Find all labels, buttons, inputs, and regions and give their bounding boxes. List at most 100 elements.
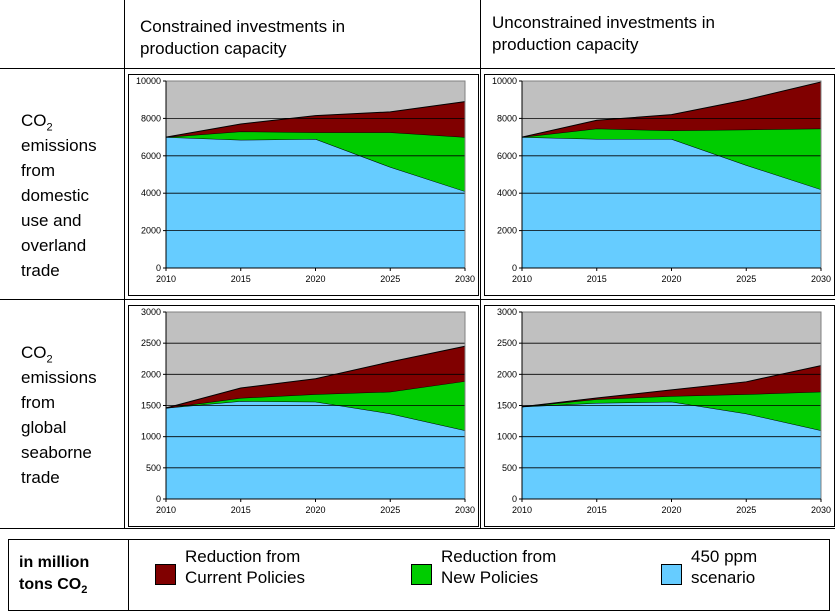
chart-domestic-constrained: 0 2000 4000 6000 8000 10000 2010 2015 2020 2025 20…: [128, 74, 479, 296]
y-tick-label: 3000: [497, 307, 517, 317]
area-chart: 0 500 1000 1500 2000 2500 3000 2010 2015 2020 2025…: [484, 305, 835, 527]
x-tick-label: 2015: [587, 505, 607, 515]
y-tick-label: 10000: [492, 76, 517, 86]
unit-line1: in million: [19, 554, 90, 571]
x-tick-label: 2030: [811, 505, 831, 515]
y-tick-label: 2500: [497, 338, 517, 348]
area-reduction-from-current-policies: [522, 81, 821, 138]
area-chart: 0 2000 4000 6000 8000 10000 2010 2015 2020 2025 20…: [484, 74, 835, 296]
column-header-line2: production capacity: [140, 39, 287, 58]
x-tick-label: 2025: [736, 505, 756, 515]
row-header-line: emissions: [21, 136, 97, 155]
y-tick-label: 0: [156, 494, 161, 504]
x-tick-label: 2025: [736, 274, 756, 284]
x-tick-label: 2020: [305, 505, 325, 515]
unit-line2: tons CO2: [19, 576, 88, 597]
x-tick-label: 2010: [512, 505, 532, 515]
row-header-line: overland: [21, 236, 87, 255]
area-reduction-from-new-policies: [522, 128, 821, 190]
legend-label-450ppm: 450 ppm scenario: [691, 547, 758, 587]
row-header-line: use and: [21, 211, 82, 230]
x-tick-label: 2010: [156, 274, 176, 284]
legend-label-current-policies: Reduction from Current Policies: [185, 547, 305, 587]
area-450-ppm-scenario: [522, 401, 821, 499]
area-reduction-from-new-policies: [522, 391, 821, 431]
x-tick-label: 2015: [231, 505, 251, 515]
x-tick-label: 2025: [380, 274, 400, 284]
y-tick-label: 6000: [497, 151, 517, 161]
area-reduction-from-current-policies: [522, 365, 821, 407]
y-tick-label: 6000: [141, 151, 161, 161]
y-tick-label: 500: [146, 463, 161, 473]
row-header-line: domestic: [21, 186, 90, 205]
legend-label-new-policies: Reduction from New Policies: [441, 547, 557, 587]
row-header-line: seaborne: [21, 443, 92, 462]
y-tick-label: 2000: [497, 369, 517, 379]
area-450-ppm-scenario: [522, 137, 821, 268]
area-450-ppm-scenario: [166, 401, 465, 499]
y-tick-label: 2500: [141, 338, 161, 348]
row-header-seaborne: CO2 emissions from global seaborne trade: [21, 340, 121, 490]
column-header-line1: Unconstrained investments in: [492, 13, 716, 32]
x-tick-label: 2020: [305, 274, 325, 284]
row-header-line: CO2: [21, 343, 53, 366]
column-header-line2: production capacity: [492, 35, 639, 54]
x-tick-label: 2015: [231, 274, 251, 284]
x-tick-label: 2030: [455, 274, 475, 284]
row-header-line: emissions: [21, 368, 97, 387]
row-header-line: trade: [21, 468, 60, 487]
column-header-line1: Constrained investments in: [140, 17, 346, 36]
legend: in million tons CO2 Reduction from Curre…: [8, 539, 830, 611]
unit-label: in million tons CO2: [19, 552, 89, 596]
row-header-line: trade: [21, 261, 60, 280]
area-chart: 0 2000 4000 6000 8000 10000 2010 2015 2020 2025 20…: [128, 74, 479, 296]
column-header-unconstrained: Unconstrained investments in production …: [492, 12, 822, 56]
legend-divider: [128, 540, 129, 610]
x-tick-label: 2020: [661, 505, 681, 515]
area-edge-reduction-from-current-policies: [165, 345, 466, 409]
y-tick-label: 4000: [497, 188, 517, 198]
y-tick-label: 2000: [141, 369, 161, 379]
row-header-line: from: [21, 393, 55, 412]
y-tick-label: 1000: [497, 432, 517, 442]
y-tick-label: 1000: [141, 432, 161, 442]
chart-seaborne-unconstrained: 0 500 1000 1500 2000 2500 3000 2010 2015 2020 2025…: [484, 305, 835, 527]
x-tick-label: 2030: [811, 274, 831, 284]
area-edge-reduction-from-current-policies: [165, 101, 466, 138]
y-tick-label: 0: [512, 263, 517, 273]
row-header-line: global: [21, 418, 67, 437]
chart-seaborne-constrained: 0 500 1000 1500 2000 2500 3000 2010 2015 2020 2025…: [128, 305, 479, 527]
x-tick-label: 2025: [380, 505, 400, 515]
x-tick-label: 2020: [661, 274, 681, 284]
legend-swatch-current-policies: [155, 564, 176, 585]
y-tick-label: 8000: [497, 113, 517, 123]
row-header-line: CO2: [21, 111, 53, 134]
x-tick-label: 2015: [587, 274, 607, 284]
legend-swatch-450ppm: [661, 564, 682, 585]
area-reduction-from-new-policies: [166, 381, 465, 431]
x-tick-label: 2010: [512, 274, 532, 284]
area-reduction-from-current-policies: [166, 101, 465, 138]
area-chart: 0 500 1000 1500 2000 2500 3000 2010 2015 2020 2025…: [128, 305, 479, 527]
area-reduction-from-new-policies: [166, 131, 465, 192]
legend-swatch-new-policies: [411, 564, 432, 585]
y-tick-label: 10000: [136, 76, 161, 86]
area-edge-reduction-from-current-policies: [521, 81, 822, 138]
column-header-constrained: Constrained investments in production ca…: [140, 16, 470, 60]
y-tick-label: 0: [512, 494, 517, 504]
chart-domestic-unconstrained: 0 2000 4000 6000 8000 10000 2010 2015 2020 2025 20…: [484, 74, 835, 296]
y-tick-label: 3000: [141, 307, 161, 317]
y-tick-label: 2000: [141, 226, 161, 236]
row-header-line: from: [21, 161, 55, 180]
x-tick-label: 2030: [455, 505, 475, 515]
x-tick-label: 2010: [156, 505, 176, 515]
row-header-domestic: CO2 emissions from domestic use and over…: [21, 108, 121, 283]
y-tick-label: 1500: [141, 401, 161, 411]
y-tick-label: 500: [502, 463, 517, 473]
area-edge-reduction-from-new-policies: [165, 130, 466, 138]
y-tick-label: 0: [156, 263, 161, 273]
area-edge-reduction-from-current-policies: [521, 365, 822, 408]
y-tick-label: 1500: [497, 401, 517, 411]
y-tick-label: 2000: [497, 226, 517, 236]
